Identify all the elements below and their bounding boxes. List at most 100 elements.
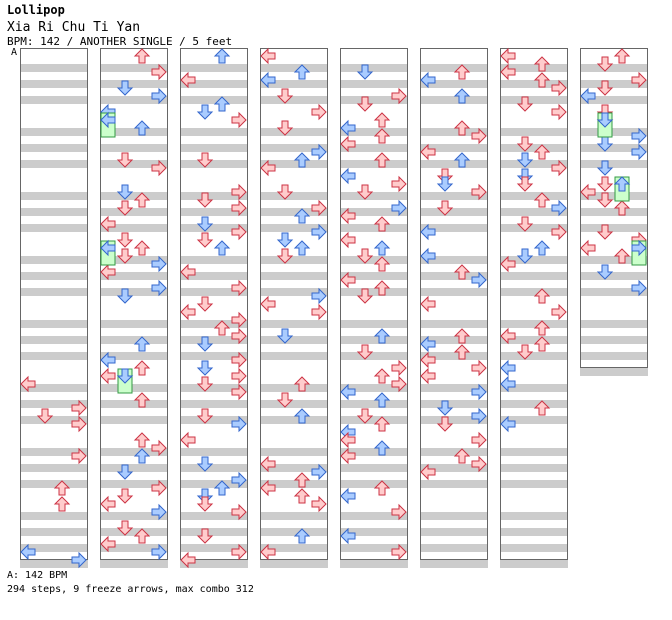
beat-stripe	[580, 64, 648, 72]
beat-stripe	[20, 336, 88, 344]
beat-stripe	[420, 64, 488, 72]
left-arrow	[180, 71, 196, 89]
beat-stripe	[580, 272, 648, 280]
beat-stripe	[100, 464, 168, 472]
beat-stripe	[100, 320, 168, 328]
right-arrow	[231, 199, 247, 217]
left-arrow	[100, 535, 116, 553]
down-arrow	[516, 344, 534, 360]
down-arrow	[116, 368, 134, 384]
left-arrow	[500, 415, 516, 433]
beat-stripe	[420, 96, 488, 104]
beat-stripe	[100, 64, 168, 72]
measure	[100, 432, 168, 504]
beat-stripe	[420, 512, 488, 520]
down-arrow	[356, 184, 374, 200]
beat-stripe	[100, 256, 168, 264]
left-arrow	[420, 463, 436, 481]
left-arrow	[260, 159, 276, 177]
beat-stripe	[420, 352, 488, 360]
right-arrow	[631, 143, 647, 161]
beat-stripe	[580, 336, 648, 344]
beat-stripe	[340, 336, 408, 344]
left-arrow	[420, 367, 436, 385]
down-arrow	[116, 248, 134, 264]
down-arrow	[356, 288, 374, 304]
beat-stripe	[580, 96, 648, 104]
right-arrow	[551, 103, 567, 121]
up-arrow	[373, 280, 391, 296]
beat-stripe	[260, 144, 328, 152]
beat-stripe	[20, 64, 88, 72]
beat-stripe	[260, 512, 328, 520]
right-arrow	[231, 279, 247, 297]
beat-stripe	[260, 272, 328, 280]
up-arrow	[133, 336, 151, 352]
stats-footer: 294 steps, 9 freeze arrows, max combo 31…	[7, 584, 254, 595]
right-arrow	[71, 415, 87, 433]
right-arrow	[391, 543, 407, 561]
beat-stripe	[20, 256, 88, 264]
chart-column	[100, 48, 168, 560]
beat-stripe	[340, 464, 408, 472]
beat-stripe	[260, 192, 328, 200]
down-arrow	[116, 464, 134, 480]
down-arrow	[196, 456, 214, 472]
up-arrow	[613, 200, 631, 216]
down-arrow	[196, 192, 214, 208]
beat-stripe	[420, 528, 488, 536]
right-arrow	[551, 159, 567, 177]
beat-stripe	[100, 480, 168, 488]
left-arrow	[180, 431, 196, 449]
right-arrow	[631, 279, 647, 297]
beat-stripe	[340, 384, 408, 392]
down-arrow	[356, 248, 374, 264]
left-arrow	[340, 447, 356, 465]
beat-stripe	[500, 560, 568, 568]
up-arrow	[453, 344, 471, 360]
right-arrow	[231, 503, 247, 521]
up-arrow	[373, 480, 391, 496]
song-title: Lollipop	[7, 3, 65, 17]
down-arrow	[276, 88, 294, 104]
beat-stripe	[500, 512, 568, 520]
up-arrow	[293, 408, 311, 424]
right-arrow	[311, 199, 327, 217]
beat-stripe	[340, 320, 408, 328]
beat-stripe	[340, 400, 408, 408]
down-arrow	[356, 408, 374, 424]
beat-stripe	[20, 160, 88, 168]
up-arrow	[373, 328, 391, 344]
beat-stripe	[260, 384, 328, 392]
beat-stripe	[500, 400, 568, 408]
beat-stripe	[260, 64, 328, 72]
beat-stripe	[340, 208, 408, 216]
down-arrow	[596, 112, 614, 128]
beat-stripe	[420, 544, 488, 552]
down-arrow	[116, 288, 134, 304]
measure	[500, 112, 568, 184]
beat-stripe	[340, 224, 408, 232]
beat-stripe	[340, 128, 408, 136]
down-arrow	[436, 416, 454, 432]
up-arrow	[133, 192, 151, 208]
beat-stripe	[100, 384, 168, 392]
right-arrow	[471, 455, 487, 473]
up-arrow	[453, 64, 471, 80]
up-arrow	[373, 240, 391, 256]
beat-stripe	[100, 192, 168, 200]
measure	[20, 368, 88, 440]
left-arrow	[340, 231, 356, 249]
right-arrow	[231, 367, 247, 385]
right-arrow	[231, 223, 247, 241]
up-arrow	[293, 64, 311, 80]
right-arrow	[231, 327, 247, 345]
up-arrow	[613, 48, 631, 64]
up-arrow	[133, 528, 151, 544]
beat-stripe	[420, 464, 488, 472]
down-arrow	[516, 96, 534, 112]
right-arrow	[231, 383, 247, 401]
right-arrow	[311, 223, 327, 241]
beat-stripe	[20, 544, 88, 552]
beat-stripe	[260, 80, 328, 88]
